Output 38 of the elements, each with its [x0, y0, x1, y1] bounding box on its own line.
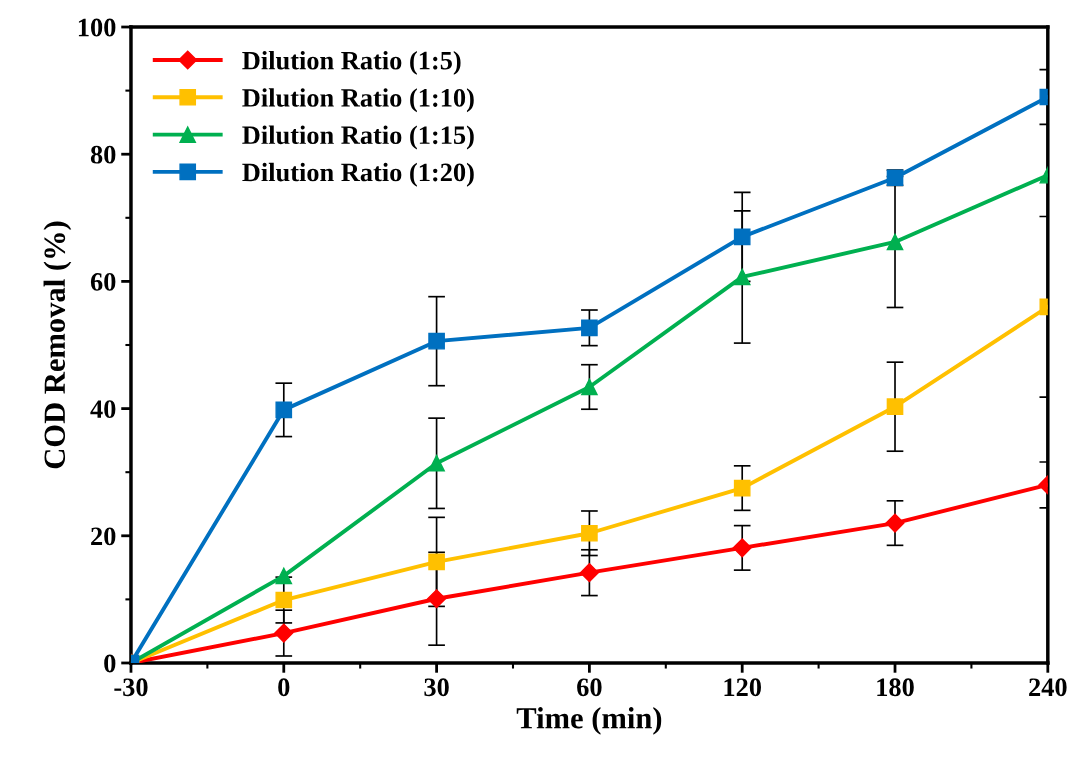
x-tick-label: 60 — [577, 678, 602, 697]
y-tick-label: 20 — [91, 527, 116, 546]
legend-label: Dilution Ratio (1:15) — [242, 125, 474, 150]
point — [428, 454, 445, 472]
point — [732, 538, 752, 558]
y-axis-title: COD Removal (%) — [43, 221, 72, 469]
point — [427, 589, 447, 609]
x-tick-label: -30 — [114, 678, 148, 697]
point — [428, 332, 445, 350]
y-tick-label: 100 — [78, 18, 116, 37]
point — [885, 513, 905, 533]
y-tick-label: 80 — [90, 145, 116, 164]
x-tick-label: 240 — [1029, 678, 1067, 697]
x-tick-label: 120 — [724, 678, 761, 697]
x-axis-title: Time (min) — [516, 707, 662, 735]
point — [274, 623, 294, 643]
point — [886, 398, 904, 416]
point — [733, 228, 751, 246]
point — [581, 319, 598, 337]
point — [275, 567, 293, 585]
point — [733, 268, 751, 286]
x-tick-label: 0 — [278, 678, 290, 697]
point — [275, 401, 293, 419]
point — [579, 563, 599, 583]
point — [428, 553, 445, 571]
y-tick-label: 60 — [90, 273, 116, 291]
point — [581, 378, 598, 396]
y-tick-label: 40 — [90, 400, 116, 419]
legend-label: Dilution Ratio (1:20) — [242, 162, 474, 187]
x-tick-label: 30 — [424, 678, 449, 697]
point — [581, 524, 598, 542]
point — [886, 233, 904, 251]
point — [733, 479, 751, 497]
legend-label: Dilution Ratio (1:5) — [242, 50, 461, 75]
x-tick-label: 180 — [877, 678, 914, 697]
legend-label: Dilution Ratio (1:10) — [242, 88, 474, 113]
point — [275, 591, 293, 609]
y-tick-label: 0 — [104, 654, 116, 673]
